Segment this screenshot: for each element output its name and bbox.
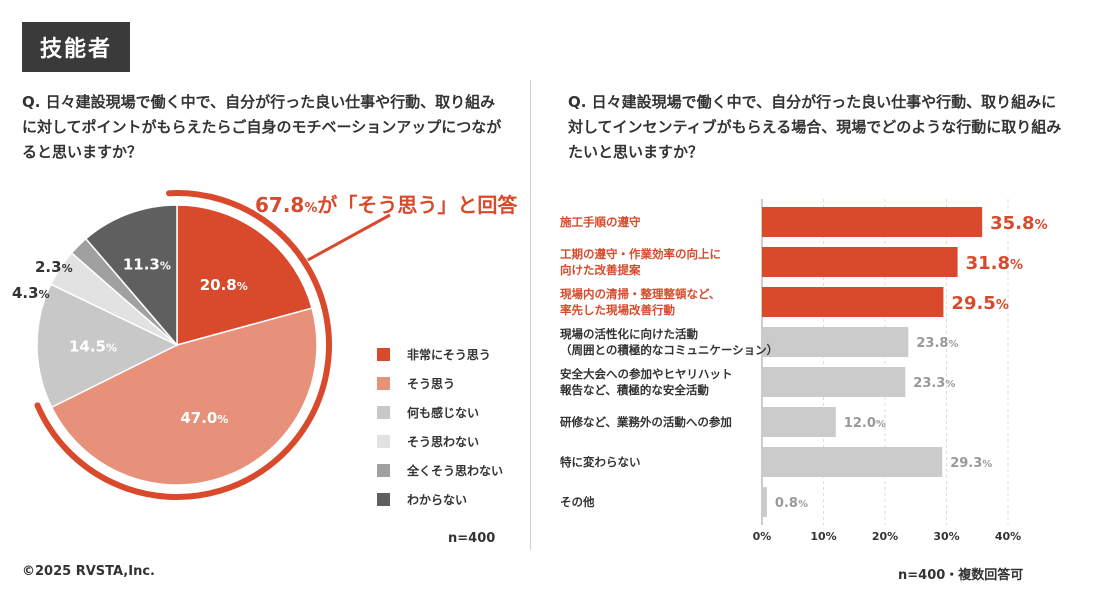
bar	[762, 367, 906, 397]
bar	[762, 487, 767, 517]
category-label: その他	[560, 495, 595, 509]
slice-value-label: 4.3%	[12, 284, 50, 302]
category-label: 現場内の清掃・整理整頓など、	[560, 287, 720, 301]
bar	[762, 447, 943, 477]
category-label: 安全大会への参加やヒヤリハット	[560, 367, 733, 381]
pie-slice	[36, 283, 179, 409]
legend-label: 全くそう思わない	[406, 463, 503, 478]
x-tick-label: 0%	[753, 530, 772, 543]
bar	[762, 247, 958, 277]
bar	[762, 327, 909, 357]
category-label: 特に変わらない	[560, 455, 641, 469]
category-label: 現場の活性化に向けた活動	[560, 327, 698, 341]
x-tick-label: 10%	[810, 530, 836, 543]
legend-swatch	[377, 406, 390, 419]
bar-value-label: 35.8%	[990, 213, 1047, 234]
bar-value-label: 31.8%	[966, 253, 1023, 274]
category-label: 向けた改善提案	[560, 263, 641, 277]
slice-value-label: 20.8%	[200, 276, 248, 294]
bar-chart: 0% 10% 20% 30% 40% 35.8% 施工手順の遵守 31.8% 工期の遵守・作業効…	[560, 199, 1048, 543]
pie-slice	[50, 307, 318, 486]
legend-swatch	[377, 464, 390, 477]
copyright: ©2025 RVSTA,Inc.	[22, 564, 155, 579]
bar-value-label: 29.5%	[951, 293, 1008, 314]
bar	[762, 407, 836, 437]
x-tick-label: 40%	[995, 530, 1021, 543]
bar-value-label: 23.3%	[913, 376, 955, 391]
respondent-tag: 技能者	[22, 22, 130, 72]
legend-label: そう思わない	[407, 435, 479, 449]
section-divider	[530, 80, 531, 550]
slice-value-label: 11.3%	[123, 256, 171, 274]
legend-label: 何も感じない	[407, 405, 479, 420]
legend-label: そう思う	[407, 377, 455, 391]
legend-label: 非常にそう思う	[407, 347, 491, 362]
category-label: 施工手順の遵守	[560, 215, 641, 229]
legend-swatch	[377, 493, 390, 506]
x-tick-label: 20%	[872, 530, 898, 543]
category-label: 率先した現場改善行動	[560, 303, 675, 317]
bar-question: Q. 日々建設現場で働く中で、自分が行った良い仕事や行動、取り組みに対してインセ…	[568, 93, 1062, 161]
pie-question: Q. 日々建設現場で働く中で、自分が行った良い仕事や行動、取り組みに対してポイン…	[22, 93, 502, 161]
x-tick-label: 30%	[933, 530, 959, 543]
legend-label: わからない	[407, 493, 467, 507]
pie-sample-size: n=400	[448, 531, 496, 546]
slice-value-label: 47.0%	[180, 409, 228, 427]
bar-value-label: 23.8%	[916, 336, 958, 351]
legend-swatch	[377, 435, 390, 448]
category-label: 研修など、業務外の活動への参加	[560, 415, 732, 429]
agree-callout: 67.8%が「そう思う」と回答	[255, 193, 518, 217]
legend-swatch	[377, 348, 390, 361]
slice-value-label: 14.5%	[69, 338, 117, 356]
bar	[762, 287, 944, 317]
pie-chart: 67.8%が「そう思う」と回答 20.8% 47.0% 14.5% 11.3% 4.3% 2…	[12, 190, 518, 507]
category-label: 工期の遵守・作業効率の向上に	[560, 247, 721, 261]
slice-value-label: 2.3%	[35, 258, 73, 276]
bar-value-label: 0.8%	[775, 496, 808, 511]
legend-swatch	[377, 377, 390, 390]
bar	[762, 207, 983, 237]
pie-slice	[84, 204, 178, 348]
category-label: 報告など、積極的な安全活動	[560, 383, 709, 397]
category-label: （周囲との積極的なコミュニケーション）	[560, 343, 778, 357]
bar-value-label: 29.3%	[950, 456, 992, 471]
bar-value-label: 12.0%	[844, 416, 886, 431]
agree-highlight-arc	[34, 190, 332, 500]
pie-slice	[176, 204, 313, 346]
bar-sample-size: n=400・複数回答可	[898, 568, 1024, 583]
callout-leader-line	[307, 213, 391, 262]
